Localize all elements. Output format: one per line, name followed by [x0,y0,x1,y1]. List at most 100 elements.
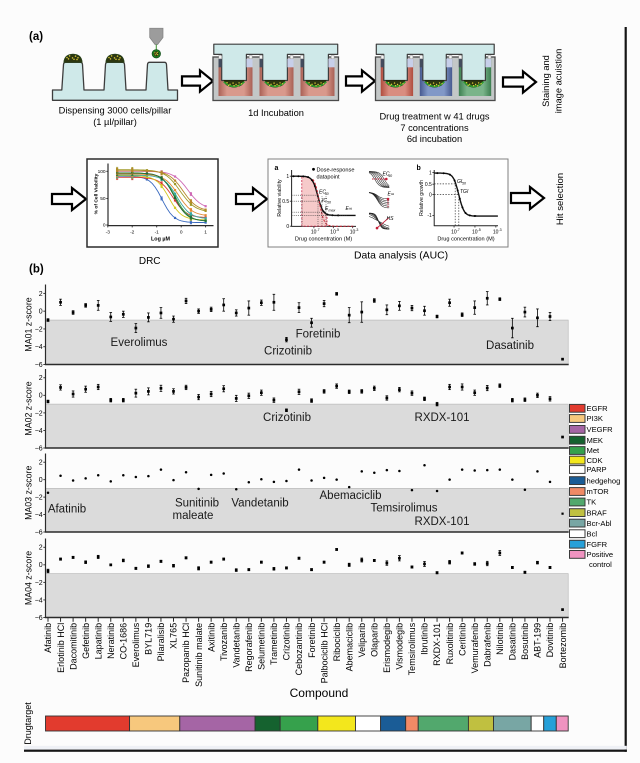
svg-text:Vemurafenib: Vemurafenib [470,623,480,674]
svg-text:DRC: DRC [139,256,161,267]
svg-text:Axitinib: Axitinib [206,623,216,652]
svg-text:Tivozanib: Tivozanib [219,623,229,661]
svg-text:50: 50 [100,196,106,202]
svg-text:Nilotinib: Nilotinib [495,623,505,655]
svg-text:PARP: PARP [587,465,607,474]
svg-text:Everolimus: Everolimus [131,622,141,667]
svg-text:Dovitinib: Dovitinib [545,623,555,658]
svg-text:Sunitinib malate: Sunitinib malate [194,623,204,687]
svg-text:Erismodegib: Erismodegib [382,623,392,673]
svg-text:Crizotinib: Crizotinib [282,623,292,661]
svg-text:-2: -2 [130,230,135,236]
svg-text:Gefetinib: Gefetinib [81,623,91,659]
svg-text:−6: −6 [35,362,43,369]
svg-text:GI: GI [457,179,463,185]
svg-text:1d Incubation: 1d Incubation [248,108,304,118]
svg-text:Ruxolitinib: Ruxolitinib [445,623,455,665]
svg-text:10: 10 [350,230,356,236]
svg-text:Vandetanib: Vandetanib [231,498,288,510]
svg-text:10: 10 [311,230,317,236]
svg-text:Abemaciclib: Abemaciclib [320,490,382,502]
svg-text:hedgehog: hedgehog [587,476,621,485]
svg-text:E: E [346,206,350,212]
svg-text:Regorafenib: Regorafenib [244,623,254,672]
svg-text:0: 0 [39,477,43,484]
svg-text:Sunitinib: Sunitinib [175,498,219,510]
svg-text:−2: −2 [35,495,43,502]
svg-text:10: 10 [493,230,499,236]
svg-text:Foretinib: Foretinib [296,329,341,341]
svg-text:MA02 z-score: MA02 z-score [24,381,34,435]
svg-text:BYL719: BYL719 [144,623,154,655]
svg-text:-5: -5 [478,228,481,232]
svg-text:Ribociclib: Ribociclib [332,623,342,662]
svg-text:0.5: 0.5 [282,199,289,205]
svg-text:Olaparib: Olaparib [370,623,380,657]
svg-text:Bcl: Bcl [587,529,598,538]
svg-text:2: 2 [39,375,43,382]
svg-text:Pilaralisib: Pilaralisib [156,623,166,662]
svg-text:Temsirolimus: Temsirolimus [370,503,437,515]
svg-text:MEK: MEK [587,436,603,445]
svg-text:VEGFR: VEGFR [587,425,614,434]
svg-text:Veliparib: Veliparib [357,623,367,658]
svg-text:−4: −4 [35,344,43,351]
svg-text:EC: EC [383,172,390,178]
svg-text:Relative growth: Relative growth [419,180,425,216]
svg-text:ABT-199: ABT-199 [533,623,543,658]
svg-text:Pazopanib HCl: Pazopanib HCl [181,623,191,683]
svg-text:−4: −4 [35,597,43,604]
svg-text:1: 1 [429,170,432,176]
svg-text:Met: Met [587,446,601,455]
svg-text:Palbociclib HCl: Palbociclib HCl [319,623,329,684]
svg-text:1: 1 [286,174,289,180]
svg-text:0: 0 [39,393,43,400]
svg-text:-1: -1 [155,230,160,236]
svg-text:−6: −6 [35,445,43,452]
svg-text:mTOR: mTOR [587,487,610,496]
svg-text:IC: IC [322,198,327,204]
svg-text:Everolimus: Everolimus [111,337,168,349]
svg-text:Staining and: Staining and [541,55,551,107]
svg-text:2: 2 [39,291,43,298]
svg-text:E: E [325,206,329,212]
svg-text:50: 50 [325,192,329,196]
svg-text:Positive: Positive [587,550,614,559]
svg-text:CO-1686: CO-1686 [119,623,129,660]
svg-text:(1 µl/pillar): (1 µl/pillar) [93,117,137,127]
svg-text:datapoint: datapoint [317,175,340,181]
svg-text:control: control [589,560,612,569]
svg-text:Compound: Compound [290,686,349,700]
svg-text:Drug concentration (M): Drug concentration (M) [295,237,352,243]
svg-text:RXDX-101: RXDX-101 [415,412,470,424]
svg-text:Abemaciclib: Abemaciclib [344,623,354,672]
svg-text:0: 0 [103,223,106,229]
svg-text:100: 100 [98,169,106,175]
svg-text:2: 2 [39,545,43,552]
svg-text:% of Cell Viability: % of Cell Viability [94,173,100,214]
svg-text:EGFR: EGFR [587,404,609,413]
svg-text:Trametinib: Trametinib [269,623,279,665]
svg-text:-1: -1 [427,213,432,219]
svg-text:maleate: maleate [173,510,214,522]
svg-text:0: 0 [429,192,432,198]
svg-text:E: E [388,192,392,198]
svg-text:Cebozantinib: Cebozantinib [294,623,304,676]
svg-text:XL765: XL765 [169,623,179,649]
svg-text:Dasatinib: Dasatinib [486,340,534,352]
svg-text:Crizotinib: Crizotinib [263,412,311,424]
svg-text:−2: −2 [35,410,43,417]
svg-text:Data analysis (AUC): Data analysis (AUC) [354,251,448,262]
svg-text:10: 10 [472,230,478,236]
svg-text:Dacomitinib: Dacomitinib [68,623,78,670]
svg-text:Erlotinib HCl: Erlotinib HCl [56,623,66,673]
svg-text:Foretinib: Foretinib [307,623,317,658]
svg-text:50: 50 [388,174,392,178]
svg-text:2: 2 [39,460,43,467]
svg-text:Relative viability: Relative viability [277,179,283,217]
svg-text:0: 0 [286,224,289,230]
svg-text:FGFR: FGFR [587,540,608,549]
svg-text:Dabrafenib: Dabrafenib [482,623,492,667]
svg-text:0: 0 [39,562,43,569]
svg-text:Afatinib: Afatinib [43,623,53,653]
